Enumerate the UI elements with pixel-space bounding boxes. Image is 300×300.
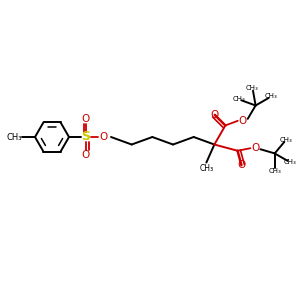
- Text: O: O: [238, 116, 247, 126]
- Text: CH₃: CH₃: [7, 133, 22, 142]
- Text: CH₃: CH₃: [265, 94, 278, 100]
- Text: O: O: [211, 110, 219, 120]
- Text: CH₃: CH₃: [199, 164, 213, 173]
- Text: CH₃: CH₃: [246, 85, 259, 91]
- Text: CH₃: CH₃: [284, 159, 297, 165]
- Text: O: O: [251, 143, 260, 153]
- Text: CH₃: CH₃: [280, 136, 292, 142]
- Text: CH₃: CH₃: [232, 96, 245, 102]
- Text: O: O: [82, 114, 90, 124]
- Text: CH₃: CH₃: [268, 168, 281, 174]
- Text: S: S: [82, 130, 91, 143]
- Text: O: O: [100, 132, 108, 142]
- Text: O: O: [237, 160, 246, 170]
- Text: O: O: [82, 150, 90, 160]
